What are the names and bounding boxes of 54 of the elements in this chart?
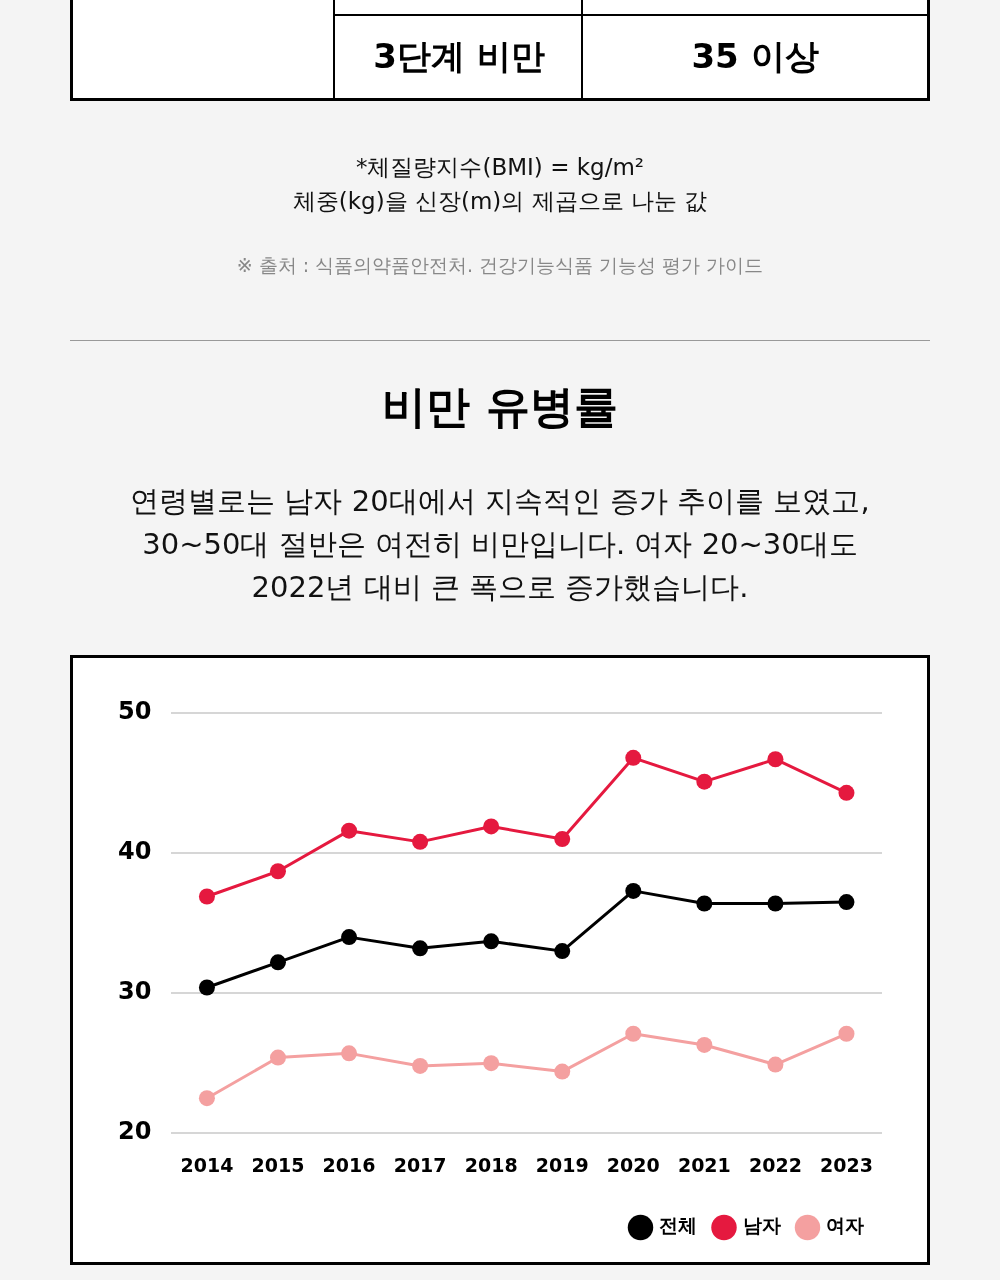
legend-label: 여자 [826, 1214, 864, 1237]
legend-label: 남자 [742, 1214, 781, 1237]
x-tick-label: 2023 [820, 1153, 873, 1176]
y-tick-label: 40 [117, 837, 152, 866]
point [554, 943, 571, 960]
point [838, 1025, 855, 1042]
point [269, 863, 286, 880]
point [341, 822, 358, 839]
y-tick-label: 30 [117, 977, 152, 1006]
y-tick-label: 50 [117, 697, 152, 726]
text: 체중(kg)을 신장(m)의 제곱으로 나눈 값 [291, 187, 709, 216]
point [341, 929, 358, 946]
point [838, 894, 855, 911]
point [483, 933, 500, 950]
point [269, 1049, 286, 1066]
text: *체질량지수(BMI) = kg/m² [354, 153, 645, 182]
point [625, 882, 642, 899]
point [198, 888, 215, 905]
x-tick-label: 2015 [251, 1153, 305, 1176]
point [554, 831, 571, 848]
point [554, 1063, 571, 1080]
chart-subtitle: 연령별로는 남자 20대에서 지속적인 증가 추이를 보였고, 30~50대 절반은 여전히 비만입니다. 여자 20~30대도 2022년 대비 큰 폭으로 증가했습니다. [129, 483, 871, 606]
x-tick-label: 2014 [180, 1153, 234, 1176]
point [625, 1025, 642, 1042]
text: 3단계 비만 [333, 14, 583, 98]
point [483, 818, 500, 835]
x-tick-label: 2021 [677, 1153, 731, 1176]
x-tick-label: 2022 [748, 1153, 802, 1176]
point [412, 940, 429, 957]
y-tick-label: 20 [117, 1117, 152, 1146]
point [198, 1090, 215, 1107]
point [483, 1055, 500, 1072]
chart-title: 비만 유병률 [381, 380, 619, 434]
point [412, 1057, 429, 1074]
legend-label: 전체 [659, 1214, 697, 1237]
point [767, 895, 784, 912]
point [341, 1045, 358, 1062]
x-tick-label: 2019 [535, 1153, 589, 1176]
point [269, 954, 286, 971]
text: ※ 출처 : 식품의약품안전처. 건강기능식품 기능성 평가 가이드 [235, 253, 765, 278]
point [767, 751, 784, 768]
x-tick-label: 2018 [464, 1153, 518, 1176]
x-tick-label: 2020 [606, 1153, 660, 1176]
point [696, 895, 713, 912]
text: 35 이상 [581, 14, 927, 98]
point [696, 773, 713, 790]
x-tick-label: 2016 [322, 1153, 376, 1176]
point [625, 749, 642, 766]
point [838, 784, 855, 801]
point [696, 1036, 713, 1053]
point [412, 833, 429, 850]
point [198, 979, 215, 996]
x-tick-label: 2017 [393, 1153, 447, 1176]
point [767, 1056, 784, 1073]
